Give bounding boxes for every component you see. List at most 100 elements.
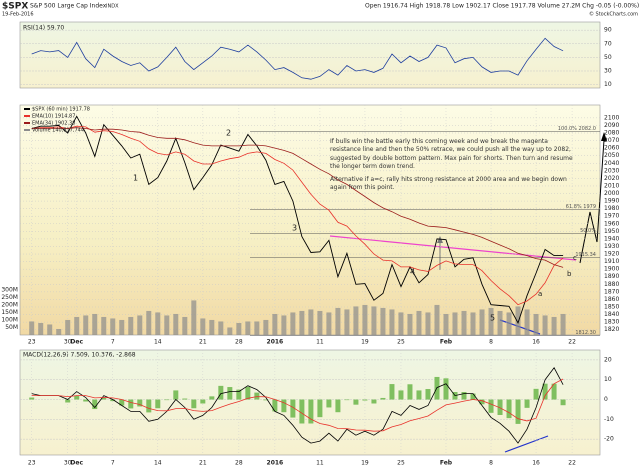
x-tick-label: 23 [28,339,36,346]
projection-arrow [601,132,607,141]
histogram-bar [416,390,422,400]
y-tick-label: 2090 [604,122,619,129]
volume-bar [506,312,512,335]
volume-bar [164,315,170,335]
histogram-bar [227,387,233,400]
x-tick-label: 21 [199,460,207,467]
legend-label: Volume 140,817,744 [32,128,84,134]
y-tick-label: 1880 [604,281,619,288]
histogram-bar [146,399,152,413]
y2-tick-label: 150M [1,309,18,316]
histogram-bar [461,392,467,400]
x-tick-label: 2016 [267,460,284,467]
histogram-bar [155,399,161,409]
volume-bar [191,300,197,335]
wave-labels: 1 2 3 4 5 a b c [133,129,577,323]
x-tick-label: 19 [361,339,369,346]
histogram-bar [533,388,539,400]
histogram-bar [245,386,251,400]
y-tick-label: 0 [604,396,608,403]
volume-bar [101,316,107,335]
volume-bar [398,312,404,335]
histogram-bar [353,399,359,405]
y-tick-label: 1820 [604,326,619,333]
fib-label: 100.0% 2082.0 [558,126,596,132]
histogram-bar [398,390,404,400]
y-tick-label: 1920 [604,251,619,258]
histogram-bar [506,399,512,419]
volume-bar [560,313,566,335]
volume-bar [290,312,296,335]
commentary: If bulls win the battle early this comin… [330,138,580,196]
series-line [31,125,564,306]
x-tick-label: 19 [361,460,369,467]
x-tick-label: 2016 [267,339,284,346]
y-tick-label: 2000 [604,190,619,197]
y-tick-label: 1960 [604,220,619,227]
y-tick-label: 30 [604,67,612,74]
histogram-bar [443,378,449,400]
histogram-bar [65,399,71,403]
volume-bar [515,306,521,335]
x-tick-label: Dec [70,460,83,467]
volume-bar [524,309,530,335]
wave-label: 1 [133,174,138,183]
x-tick-label: 16 [532,339,540,346]
histogram-bar [344,399,350,401]
wave-label: 5 [490,314,495,323]
histogram-bar [362,399,368,401]
resistance-line [329,235,577,261]
volume-bar [389,309,395,335]
y-tick-label: 2010 [604,182,619,189]
rsi-title: RSI(14) 59.70 [23,25,64,32]
x-tick-label: 22 [568,460,576,467]
y-tick-label: 90 [604,27,612,34]
histogram-bar [218,385,224,400]
x-tick-label: 28 [235,460,243,467]
volume-bar [245,321,251,335]
histogram-bar [272,399,278,412]
histogram-bar [110,399,116,402]
y-tick-label: 1980 [604,205,619,212]
volume-bar [470,312,476,335]
volume-bar [110,318,116,335]
x-tick-label: 8 [489,460,493,467]
volume-bar [452,312,458,335]
y-tick-label: 2020 [604,175,619,182]
volume-bar [308,309,314,335]
y-tick-label: 20 [604,356,612,363]
macd-trend-line [504,435,549,453]
histogram-bar [299,399,305,424]
y-tick-label: 1870 [604,288,619,295]
fib-label: 1812.30 [575,330,596,336]
x-tick-label: 21 [199,339,207,346]
volume-bar [461,310,467,335]
histogram-bar [497,399,503,415]
volume-bar [47,324,53,335]
macd-title: MACD(12,26,9) 7.509, 10.376, -2.868 [23,352,136,359]
histogram-bar [263,399,269,401]
histogram-bar [164,399,170,401]
histogram-bar [515,399,521,424]
x-tick-label: 28 [235,339,243,346]
volume-bar [353,306,359,335]
price-panel [19,104,601,336]
y-tick-label: 70 [604,40,612,47]
histogram-bar [470,393,476,400]
volume-bar [119,319,125,335]
x-tick-label: 16 [532,460,540,467]
volume-bar [434,304,440,335]
volume-bar [551,316,557,335]
y-tick-label: 1950 [604,228,619,235]
volume-bar [173,313,179,335]
series-line [31,367,564,444]
y-tick-label: 1910 [604,258,619,265]
wave-label: 4 [410,268,415,277]
histogram-bar [137,399,143,407]
y2-tick-label: 200M [1,301,18,308]
y-tick-label: -20 [604,436,614,443]
histogram-bar [173,390,179,400]
histogram-bar [281,399,287,413]
histogram-bar [254,392,260,400]
volume-bar [344,309,350,335]
